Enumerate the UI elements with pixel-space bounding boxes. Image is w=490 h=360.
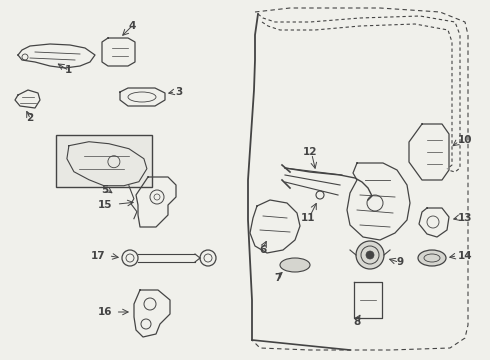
Text: 15: 15 xyxy=(98,200,112,210)
Text: 4: 4 xyxy=(128,21,136,31)
Text: 3: 3 xyxy=(175,87,182,97)
Text: 2: 2 xyxy=(26,113,34,123)
Text: 9: 9 xyxy=(396,257,404,267)
Circle shape xyxy=(356,241,384,269)
Ellipse shape xyxy=(418,250,446,266)
Text: 17: 17 xyxy=(90,251,105,261)
Circle shape xyxy=(366,251,374,259)
Text: 11: 11 xyxy=(301,213,315,223)
Text: 16: 16 xyxy=(98,307,112,317)
Text: 7: 7 xyxy=(274,273,282,283)
Ellipse shape xyxy=(280,258,310,272)
Text: 1: 1 xyxy=(64,65,72,75)
Text: 6: 6 xyxy=(259,245,267,255)
Bar xyxy=(56,135,152,187)
Text: 12: 12 xyxy=(303,147,317,157)
Text: 14: 14 xyxy=(458,251,473,261)
Text: 13: 13 xyxy=(458,213,472,223)
Text: 10: 10 xyxy=(458,135,472,145)
Text: 8: 8 xyxy=(353,317,361,327)
Text: 5: 5 xyxy=(101,185,109,195)
